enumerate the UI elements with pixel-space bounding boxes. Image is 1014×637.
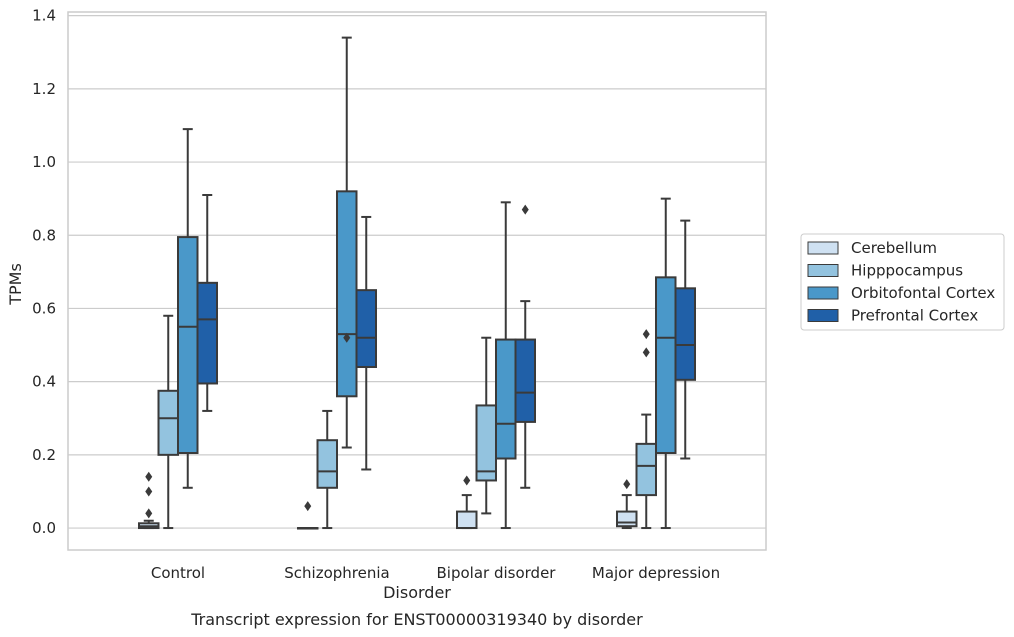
y-tick-label: 1.2 [32, 80, 56, 98]
legend-swatch [807, 264, 839, 277]
outlier-point [463, 475, 471, 486]
box-iqr [157, 389, 179, 456]
outlier-point [623, 479, 631, 490]
plot-frame [67, 11, 767, 551]
box-prefrontal-cortex [355, 215, 377, 471]
x-axis-title: Disorder [383, 583, 451, 602]
box-iqr [514, 338, 536, 423]
x-tick-label: Schizophrenia [284, 564, 389, 582]
outlier-point [304, 501, 312, 512]
outlier-point [642, 347, 650, 358]
legend-swatch [807, 241, 839, 255]
box-hipppocampus [157, 314, 179, 530]
outlier-point [145, 508, 153, 519]
outlier-point [343, 332, 351, 343]
box-iqr [316, 439, 338, 489]
box-prefrontal-cortex [196, 193, 218, 412]
box-iqr [196, 281, 218, 385]
box-iqr [475, 404, 497, 482]
box-hipppocampus [475, 336, 497, 515]
legend-label: Hipppocampus [851, 262, 963, 280]
box-orbitofontal-cortex [177, 128, 199, 489]
y-tick-label: 1.0 [32, 153, 56, 171]
box-orbitofontal-cortex [495, 201, 517, 530]
box-cerebellum [616, 479, 638, 530]
box-hipppocampus [316, 409, 338, 530]
box-hipppocampus [635, 329, 657, 530]
y-tick-label: 0.4 [32, 373, 56, 391]
box-iqr [495, 338, 517, 460]
y-tick-label: 0.0 [32, 519, 56, 537]
outlier-point [521, 204, 529, 215]
chart-caption: Transcript expression for ENST0000031934… [190, 610, 643, 629]
box-iqr [456, 510, 478, 530]
outlier-point [642, 329, 650, 340]
y-tick-labels: 0.0 0.2 0.4 0.6 0.8 1.0 1.2 1.4 [32, 7, 56, 537]
y-axis-title: TPMs [6, 263, 25, 306]
box-iqr [355, 289, 377, 369]
box-orbitofontal-cortex [655, 197, 677, 530]
legend-swatch [807, 286, 839, 300]
box-cerebellum [138, 471, 160, 530]
outlier-point [145, 486, 153, 497]
box-iqr [674, 287, 696, 381]
box-iqr [655, 276, 677, 455]
box-cerebellum [456, 475, 478, 530]
x-tick-label: Bipolar disorder [437, 564, 557, 582]
y-tick-label: 1.4 [32, 7, 56, 25]
box-cerebellum [297, 501, 319, 530]
legend-label: Prefrontal Cortex [851, 307, 978, 325]
outlier-point [145, 471, 153, 482]
box-prefrontal-cortex [674, 219, 696, 460]
y-tick-label: 0.6 [32, 299, 56, 317]
box-series [138, 36, 696, 530]
box-iqr [616, 510, 638, 528]
x-tick-label: Control [151, 564, 205, 582]
box-iqr [177, 236, 199, 455]
x-tick-labels: Control Schizophrenia Bipolar disorder Majo… [151, 564, 720, 582]
legend: Cerebellum Hipppocampus Orbitofontal Corte… [800, 233, 1005, 331]
box-iqr [635, 442, 657, 497]
box-prefrontal-cortex [514, 204, 536, 489]
box-iqr [336, 190, 358, 398]
box-orbitofontal-cortex [336, 36, 358, 449]
legend-swatch [807, 309, 839, 322]
legend-label: Orbitofontal Cortex [851, 284, 995, 302]
y-tick-label: 0.2 [32, 446, 56, 464]
legend-frame [800, 233, 1005, 331]
y-tick-label: 0.8 [32, 226, 56, 244]
legend-label: Cerebellum [851, 239, 937, 257]
x-tick-label: Major depression [592, 564, 720, 582]
